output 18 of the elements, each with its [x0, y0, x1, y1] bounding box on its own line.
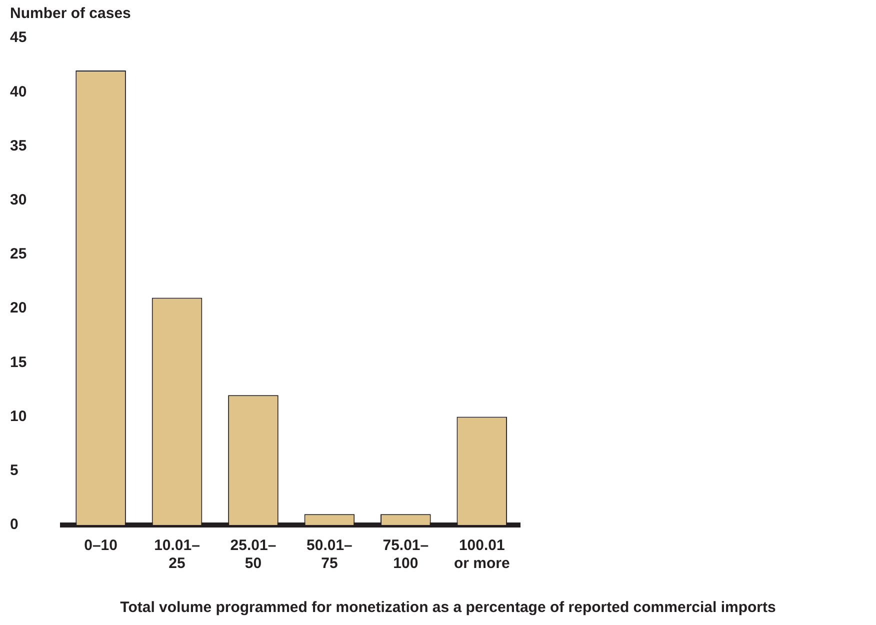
y-tick-label: 30	[10, 191, 27, 208]
y-tick-label: 25	[10, 246, 27, 263]
y-tick-label: 15	[10, 354, 27, 371]
x-tick-label: 0–10	[84, 537, 118, 554]
x-tick-label: 100.01 or more	[454, 537, 510, 572]
x-tick-label: 75.01–100	[382, 537, 429, 572]
y-tick-label: 20	[10, 300, 27, 317]
x-tick-label: 50.01–75	[306, 537, 352, 572]
y-tick-label: 40	[10, 83, 27, 100]
y-tick-label: 10	[10, 408, 27, 425]
y-tick-label: 5	[10, 462, 18, 480]
y-axis-title: Number of cases	[10, 5, 131, 22]
y-tick-label: 0	[10, 516, 18, 534]
y-tick-label: 45	[10, 29, 27, 46]
x-tick-label: 25.01–50	[230, 537, 276, 572]
x-tick-label: 10.01–25	[154, 537, 200, 572]
x-axis-title: Total volume programmed for monetization as a percentage of reported commercial imports	[120, 599, 776, 616]
y-tick-label: 35	[10, 137, 27, 154]
